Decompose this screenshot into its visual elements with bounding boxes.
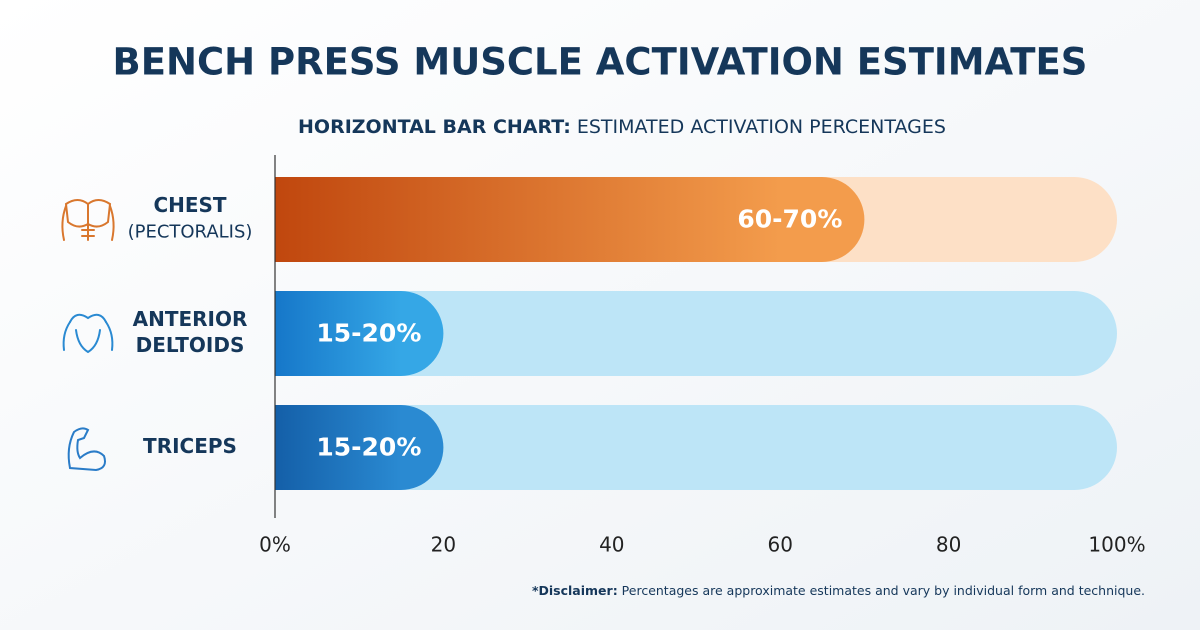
subtitle-text: ESTIMATED ACTIVATION PERCENTAGES [577,116,946,138]
bar-track [275,291,1117,376]
bar [275,291,444,376]
value-label: 60-70% [737,205,842,234]
x-tick-label: 0% [259,533,291,557]
x-tick-label: 60 [767,533,792,557]
triceps-icon [67,427,106,472]
disclaimer-lead: *Disclaimer: [532,583,618,598]
bar-track [275,405,1117,490]
value-label: 15-20% [316,319,421,348]
chest-icon [61,199,115,241]
bar [275,405,444,490]
chart-title: BENCH PRESS MUSCLE ACTIVATION ESTIMATES [113,41,1088,84]
icons [61,199,115,472]
disclaimer-text: Percentages are approximate estimates an… [622,583,1145,598]
category-label: DELTOIDS [136,333,245,357]
subtitle-lead: HORIZONTAL BAR CHART: [298,116,571,138]
category-label: (PECTORALIS) [128,222,253,243]
x-tick-label: 40 [599,533,624,557]
x-tick-label: 100% [1088,533,1145,557]
category-label: ANTERIOR [133,307,248,331]
x-tick-label: 80 [936,533,961,557]
bar [275,177,865,262]
chart-subtitle: HORIZONTAL BAR CHART: ESTIMATED ACTIVATI… [298,116,946,138]
value-label: 15-20% [316,433,421,462]
category-label: CHEST [153,193,226,217]
disclaimer: *Disclaimer: Percentages are approximate… [532,583,1145,598]
deltoid-icon [62,313,114,354]
category-label: TRICEPS [143,434,237,458]
x-tick-label: 20 [431,533,456,557]
